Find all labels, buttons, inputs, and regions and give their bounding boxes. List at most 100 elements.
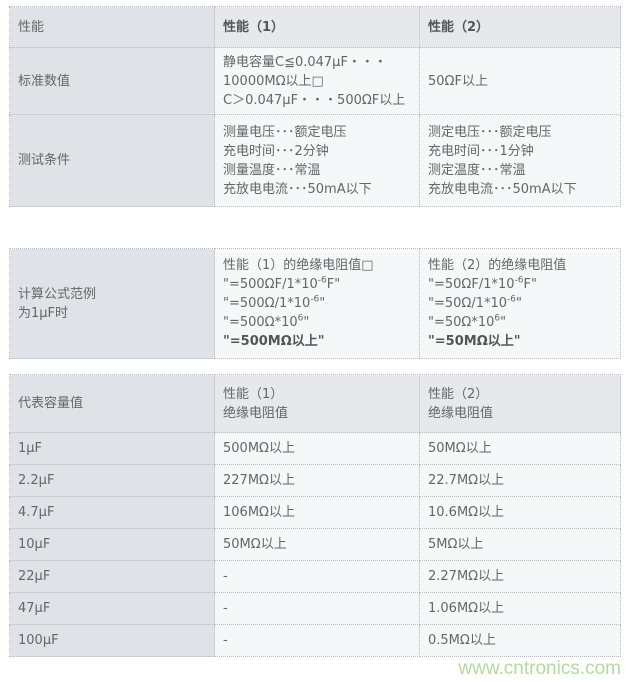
formula-tail: " (303, 315, 310, 330)
formula-text: "=500MΩ以上" (223, 334, 325, 349)
table-cell: - (214, 592, 420, 625)
table-cell: 1.06MΩ以上 (419, 592, 621, 625)
table-cell: 100μF (9, 624, 215, 657)
capacitance-resistance-table: 代表容量值 性能（1） 绝缘电阻值 性能（2） 绝缘电阻值 1μF 500MΩ以上 50MΩ以… (9, 374, 621, 657)
cell-line: 代表容量值 (18, 396, 84, 411)
table-cell: 22.7MΩ以上 (419, 464, 621, 497)
cell-line: 10000MΩ以上□ (223, 73, 324, 89)
table-cell: 性能 (9, 6, 215, 48)
table-cell: 1μF (9, 432, 215, 465)
header-cell: 性能（1） 绝缘电阻值 (214, 374, 420, 433)
formula-line: "=500MΩ以上" (223, 332, 411, 351)
formula-line: "=500Ω*106" (223, 313, 411, 332)
formula-text: 性能（1）的绝缘电阻值□ (223, 258, 374, 273)
cell-line: 充放电电流･･･50mA以下 (428, 181, 577, 197)
formula-label-line: 为1μF时 (18, 305, 69, 321)
table-row: 2.2μF 227MΩ以上 22.7MΩ以上 (9, 464, 621, 497)
table-row: 4.7μF 106MΩ以上 10.6MΩ以上 (9, 496, 621, 529)
header-row: 性能 性能（1） 性能（2） (9, 6, 621, 48)
cell-line: 静电容量C≦0.047μF・・・ (223, 54, 387, 70)
formula-tail: " (500, 315, 507, 330)
table-cell: 4.7μF (9, 496, 215, 529)
table-cell: 10.6MΩ以上 (419, 496, 621, 529)
table-cell: 50MΩ以上 (419, 432, 621, 465)
formula-line: "=500Ω/1*10-6" (223, 294, 411, 313)
cell-line: 性能（1） (223, 19, 285, 35)
cell-line: 50ΩF以上 (428, 73, 488, 89)
table-row: 47μF -1.06MΩ以上 (9, 592, 621, 625)
formula-exponent: 6 (297, 313, 304, 324)
formula-line: "=50MΩ以上" (428, 332, 612, 351)
cell-line: 充放电电流･･･50mA以下 (223, 181, 372, 197)
cell-line: 性能（2） (428, 386, 489, 402)
cell-line: 绝缘电阻值 (223, 405, 289, 421)
header-cell: 代表容量值 (9, 374, 215, 433)
table-row: 标准数值 静电容量C≦0.047μF・・・ 10000MΩ以上□ C＞0.047μF・… (9, 47, 621, 115)
watermark: www.cntronics.com (458, 658, 621, 679)
cell-line: 充电时间･･･1分钟 (428, 143, 534, 159)
formula-line: 性能（2）的绝缘电阻值 (428, 256, 612, 275)
formula-tail: F" (326, 277, 341, 292)
table-cell: 性能（2） (419, 6, 621, 48)
table-cell: 50MΩ以上 (214, 528, 420, 561)
formula-text: "=500ΩF/1*10 (223, 277, 318, 292)
cell-line: C＞0.047μF・・・500ΩF以上 (223, 92, 406, 108)
table-cell: 静电容量C≦0.047μF・・・ 10000MΩ以上□ C＞0.047μF・・・50… (214, 47, 420, 115)
formula-exponent: -6 (317, 275, 327, 286)
cell-line: 测定温度･･･常温 (428, 162, 526, 178)
formula-example-table: 计算公式范例 为1μF时 性能（1）的绝缘电阻值□ "=500ΩF/1*10-6F… (9, 248, 621, 359)
table-cell: 2.2μF (9, 464, 215, 497)
table-cell: 0.5MΩ以上 (419, 624, 621, 657)
header-cell: 性能（2） 绝缘电阻值 (419, 374, 621, 433)
formula-row: 计算公式范例 为1μF时 性能（1）的绝缘电阻值□ "=500ΩF/1*10-6F… (9, 248, 621, 359)
table-cell: 500MΩ以上 (214, 432, 420, 465)
table-cell: 性能（1） (214, 6, 420, 48)
cell-line: 测定电压･･･额定电压 (428, 124, 552, 140)
formula-label-line: 计算公式范例 (18, 286, 97, 302)
table-cell: 50ΩF以上 (419, 47, 621, 115)
cell-line: 性能（2） (428, 19, 490, 35)
table-cell: 测定电压･･･额定电压 充电时间･･･1分钟 测定温度･･･常温充放电电流･･･50… (419, 114, 621, 207)
cell-line: 测试条件 (18, 153, 71, 168)
table-cell: - (214, 560, 420, 593)
table-row: 10μF 50MΩ以上 5MΩ以上 (9, 528, 621, 561)
table-row: 1μF 500MΩ以上 50MΩ以上 (9, 432, 621, 465)
formula-exponent: -6 (514, 275, 524, 286)
cell-line: 性能 (18, 19, 45, 35)
formula-exponent: -6 (507, 294, 517, 305)
formula-tail: F" (523, 277, 537, 292)
table-row: 100μF -0.5MΩ以上 (9, 624, 621, 657)
formula-label-cell: 计算公式范例 为1μF时 (9, 248, 215, 359)
table-cell: 2.27MΩ以上 (419, 560, 621, 593)
formula-text: 性能（2）的绝缘电阻值 (428, 258, 567, 273)
table-cell: 227MΩ以上 (214, 464, 420, 497)
formula-tail: " (319, 296, 326, 311)
table-cell: 10μF (9, 528, 215, 561)
table-cell: 22μF (9, 560, 215, 593)
table-cell: 测量电压･･･额定电压 充电时间･･･2分钟 测量温度･･･常温 充放电电流･･･50… (214, 114, 420, 207)
formula-performance-1-cell: 性能（1）的绝缘电阻值□ "=500ΩF/1*10-6F" "=500Ω/1*10-… (214, 248, 420, 359)
formula-text: "=500Ω/1*10 (223, 296, 311, 311)
table-row: 测试条件 测量电压･･･额定电压 充电时间･･･2分钟 测量温度･･･常温 充放电电流･… (9, 114, 621, 207)
formula-line: 性能（1）的绝缘电阻值□ (223, 256, 411, 275)
formula-exponent: 6 (494, 313, 501, 324)
table-cell: 5MΩ以上 (419, 528, 621, 561)
formula-text: "=50ΩF/1*10 (428, 277, 515, 292)
cell-line: 充电时间･･･2分钟 (223, 143, 329, 159)
formula-exponent: -6 (310, 294, 320, 305)
formula-performance-2-cell: 性能（2）的绝缘电阻值 "=50ΩF/1*10-6F" "=50Ω/1*10-6" "… (419, 248, 621, 359)
formula-line: "=50Ω*106" (428, 313, 612, 332)
table-cell: 47μF (9, 592, 215, 625)
cell-line: 标准数值 (18, 73, 71, 89)
formula-text: "=50MΩ以上" (428, 334, 521, 349)
table-cell: 标准数值 (9, 47, 215, 115)
formula-tail: " (516, 296, 523, 311)
table-row: 22μF -2.27MΩ以上 (9, 560, 621, 593)
table-cell: 106MΩ以上 (214, 496, 420, 529)
formula-text: "=500Ω*10 (223, 315, 298, 330)
formula-text: "=50Ω/1*10 (428, 296, 508, 311)
cell-line: 绝缘电阻值 (428, 405, 494, 421)
cell-line: 测量温度･･･常温 (223, 162, 321, 178)
header-row: 代表容量值 性能（1） 绝缘电阻值 性能（2） 绝缘电阻值 (9, 374, 621, 433)
